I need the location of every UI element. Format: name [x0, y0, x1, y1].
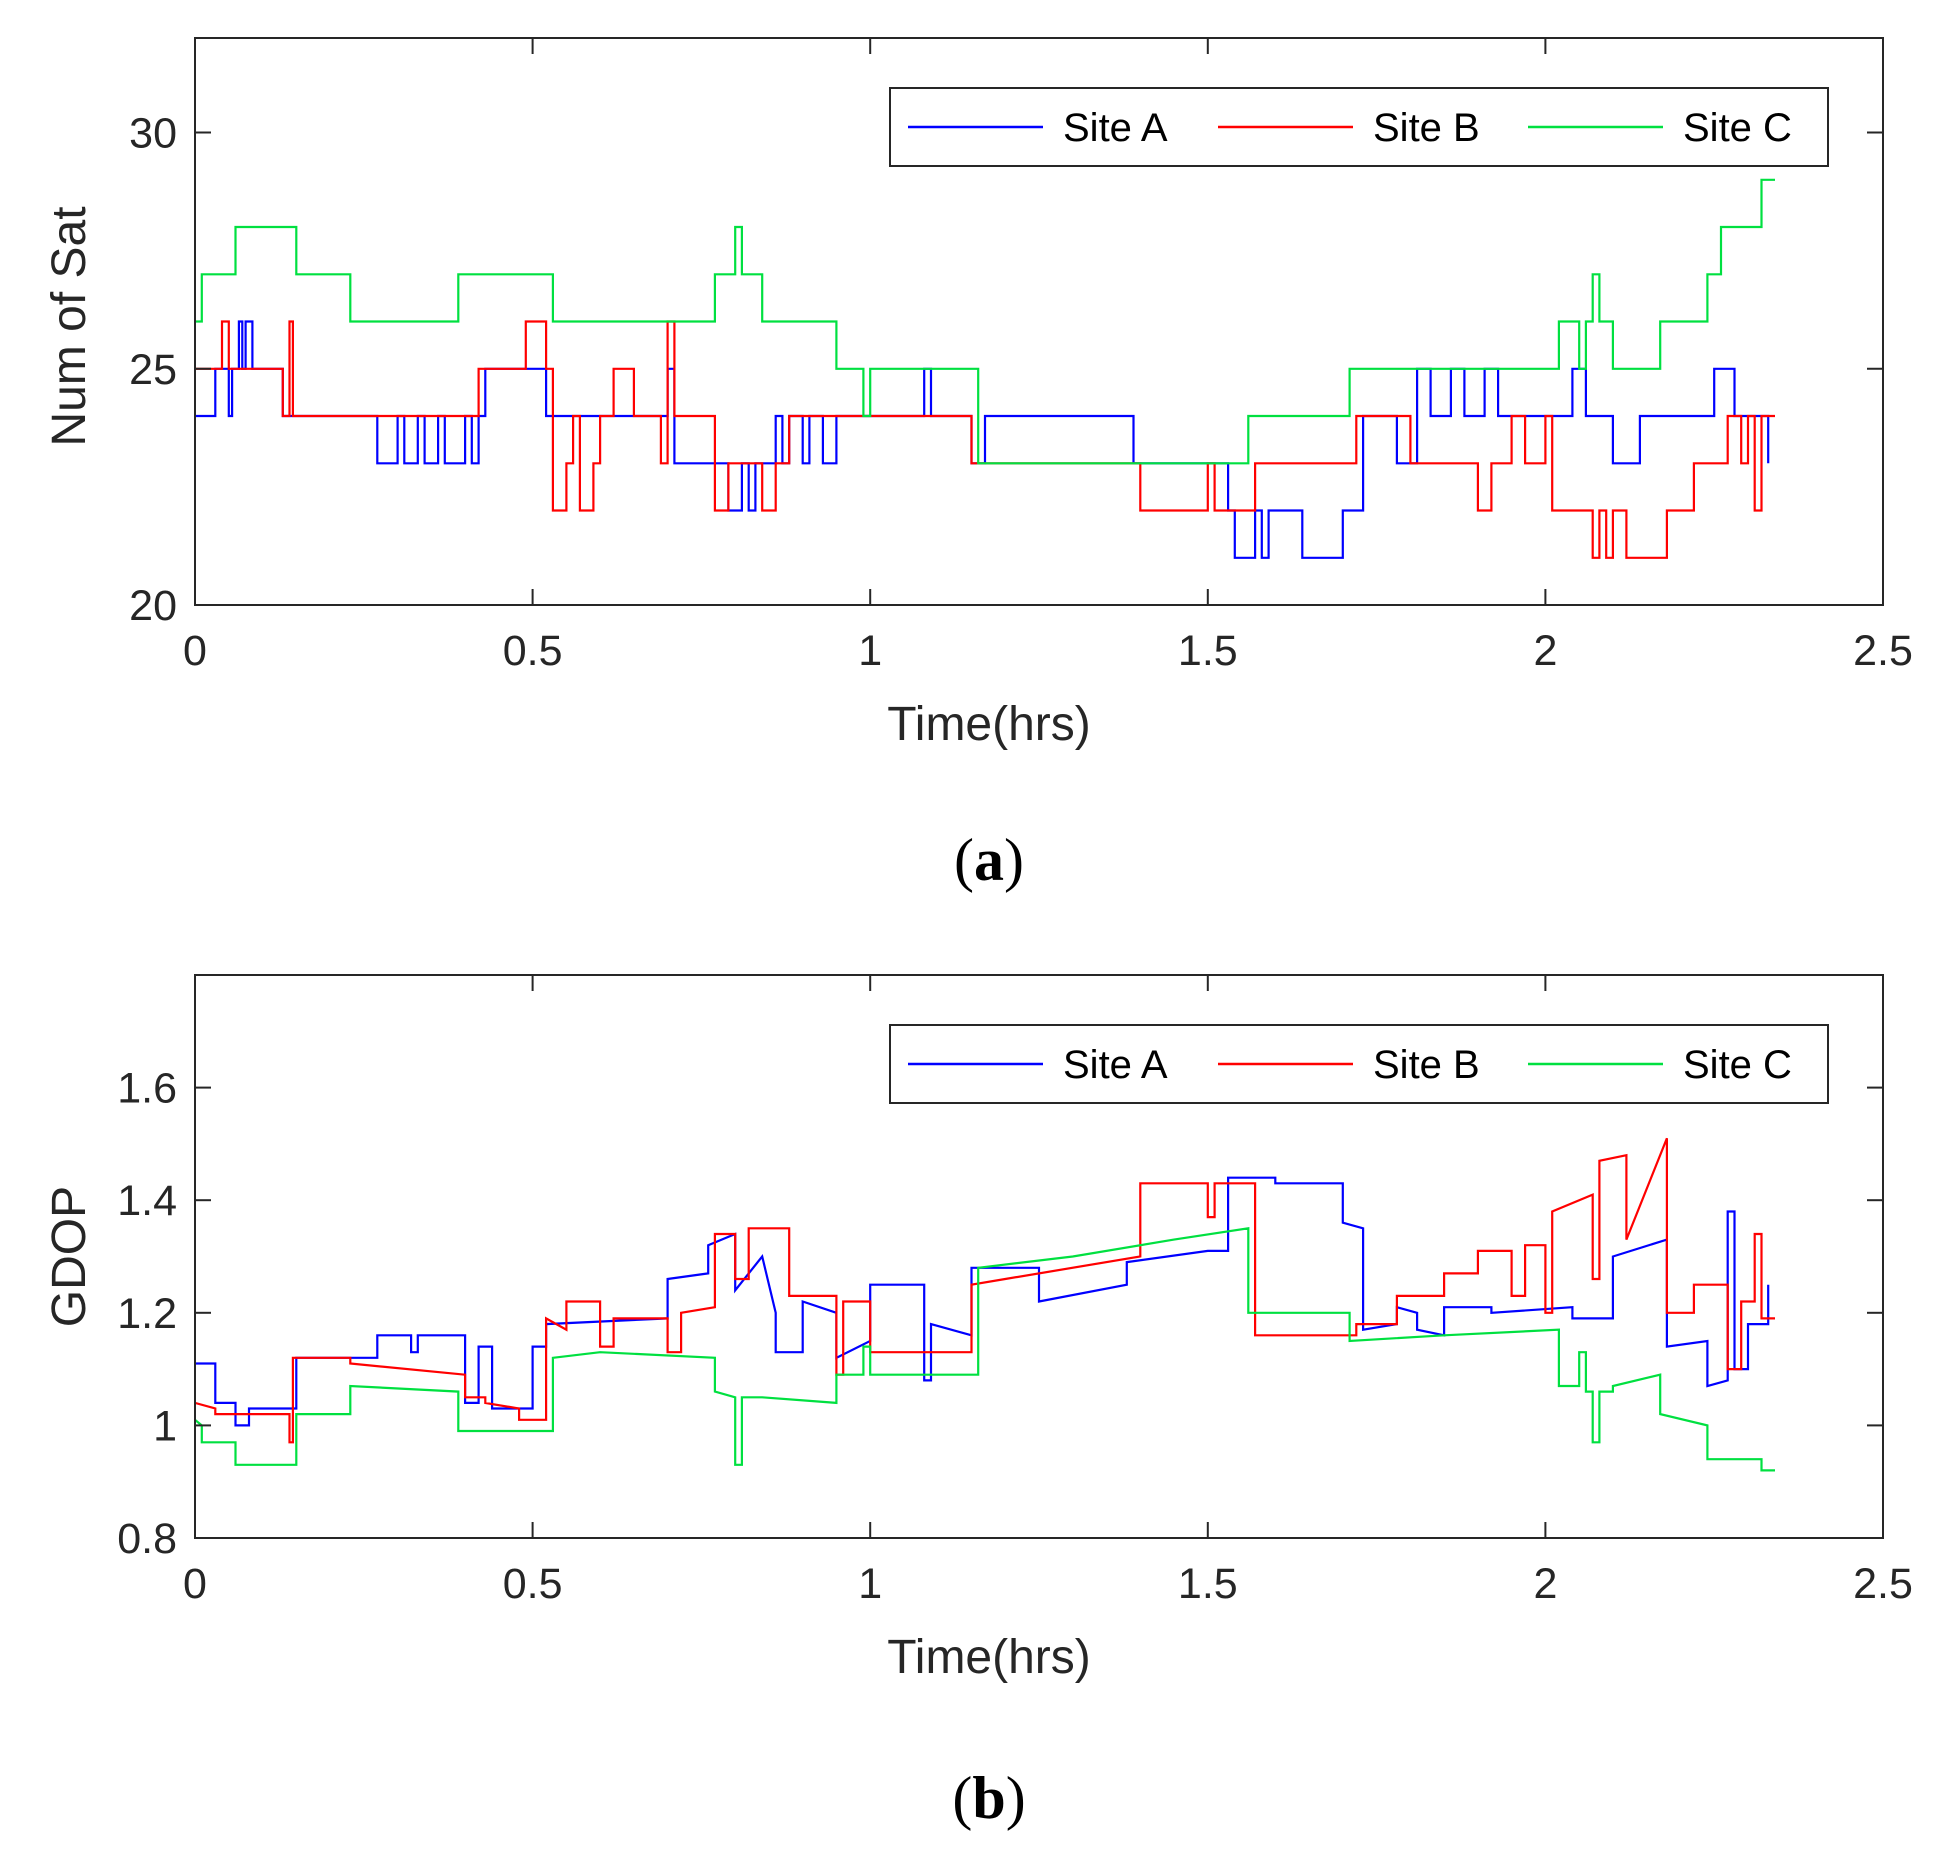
legend-label-b-site-c: Site C: [1683, 1043, 1792, 1087]
series-group-b: [195, 1137, 1775, 1472]
caption-open-paren-a: (: [954, 827, 974, 893]
x-tick-label-a-4: 2: [1533, 627, 1557, 675]
x-tick-label-a-5: 2.5: [1853, 627, 1913, 675]
series-line-b-site-c: [195, 1227, 1775, 1472]
legend-label-a-site-b: Site B: [1373, 106, 1480, 150]
panel-caption-a: (a): [954, 827, 1024, 893]
caption-letter-b: b: [972, 1765, 1005, 1831]
x-tick-label-a-3: 1.5: [1178, 627, 1238, 675]
legend-label-b-site-b: Site B: [1373, 1043, 1480, 1087]
y-tick-label-b-1: 1: [153, 1402, 177, 1450]
y-axis-label-a: Num of Sat: [43, 206, 96, 446]
series-line-b-site-a: [195, 1176, 1770, 1427]
x-tick-label-b-1: 0.5: [503, 1560, 563, 1608]
x-tick-label-a-1: 0.5: [503, 627, 563, 675]
legend-box-b: [889, 1024, 1829, 1104]
x-tick-label-a-2: 1: [858, 627, 882, 675]
axes-box-b: [194, 974, 1884, 1539]
legend-label-a-site-a: Site A: [1063, 106, 1168, 150]
x-tick-label-b-4: 2: [1533, 1560, 1557, 1608]
series-group-a: [195, 178, 1775, 559]
y-tick-label-b-4: 1.6: [117, 1065, 177, 1113]
y-tick-label-a-2: 30: [129, 110, 177, 158]
caption-letter-a: a: [974, 827, 1004, 893]
legend-a: Site A Site B Site C: [889, 87, 1829, 167]
caption-close-paren-b: ): [1006, 1765, 1026, 1831]
x-tick-label-b-2: 1: [858, 1560, 882, 1608]
y-tick-label-b-3: 1.4: [117, 1177, 177, 1225]
y-tick-label-a-0: 20: [129, 582, 177, 630]
panel-a: 0 0.5 1 1.5 2 2.5 20 25 30 Time(hrs) Num of Sat Sit…: [43, 37, 1913, 893]
caption-open-paren-b: (: [952, 1765, 972, 1831]
panel-b: 0 0.5 1 1.5 2 2.5 0.8 1 1.2 1.4 1.6 Time(hrs) GDOP Si…: [43, 974, 1913, 1831]
caption-close-paren-a: ): [1004, 827, 1024, 893]
x-tick-label-b-3: 1.5: [1178, 1560, 1238, 1608]
x-tick-label-b-0: 0: [183, 1560, 207, 1608]
legend-b: Site A Site B Site C: [889, 1024, 1829, 1104]
legend-label-b-site-a: Site A: [1063, 1043, 1168, 1087]
series-line-a-site-b: [195, 320, 1775, 559]
y-tick-label-b-0: 0.8: [117, 1515, 177, 1563]
x-axis-label-b: Time(hrs): [887, 1631, 1091, 1684]
x-tick-label-a-0: 0: [183, 627, 207, 675]
legend-box-a: [889, 87, 1829, 167]
series-line-a-site-c: [195, 178, 1775, 465]
y-tick-label-a-1: 25: [129, 346, 177, 394]
y-tick-label-b-2: 1.2: [117, 1290, 177, 1338]
x-tick-label-b-5: 2.5: [1853, 1560, 1913, 1608]
x-axis-label-a: Time(hrs): [887, 698, 1091, 751]
legend-label-a-site-c: Site C: [1683, 106, 1792, 150]
panel-caption-b: (b): [952, 1765, 1025, 1831]
axes-box-a: [194, 37, 1884, 606]
y-axis-label-b: GDOP: [43, 1186, 96, 1327]
series-line-b-site-b: [195, 1137, 1775, 1444]
